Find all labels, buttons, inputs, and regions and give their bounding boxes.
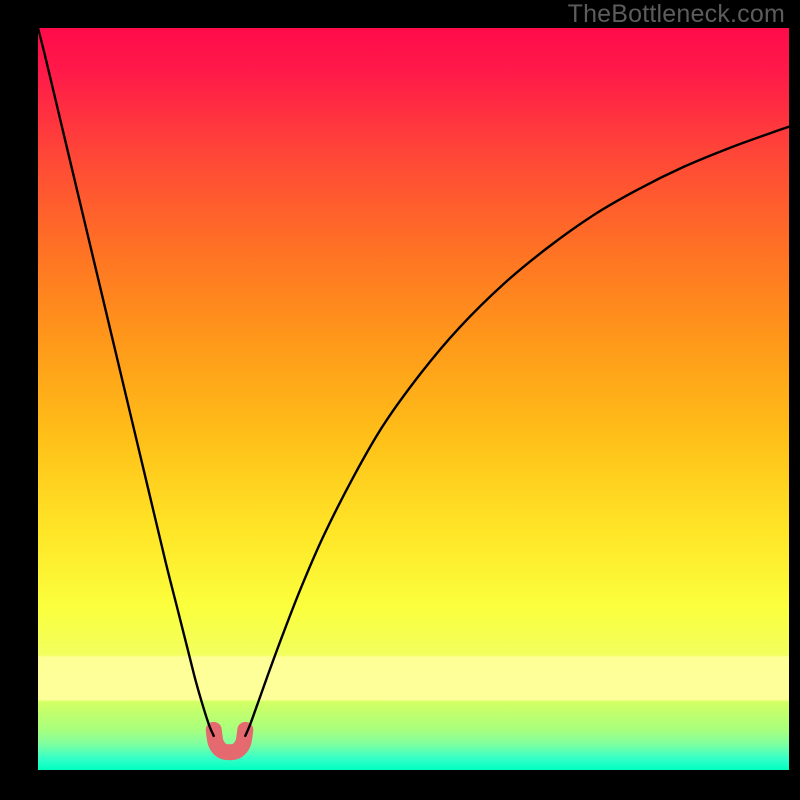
curve-left-branch [38, 28, 214, 736]
plot-area [38, 28, 789, 770]
watermark-text: TheBottleneck.com [568, 0, 785, 29]
curves-layer [38, 28, 789, 770]
trough-marker [214, 730, 246, 752]
curve-right-branch [245, 127, 789, 736]
chart-frame: TheBottleneck.com [0, 0, 800, 800]
